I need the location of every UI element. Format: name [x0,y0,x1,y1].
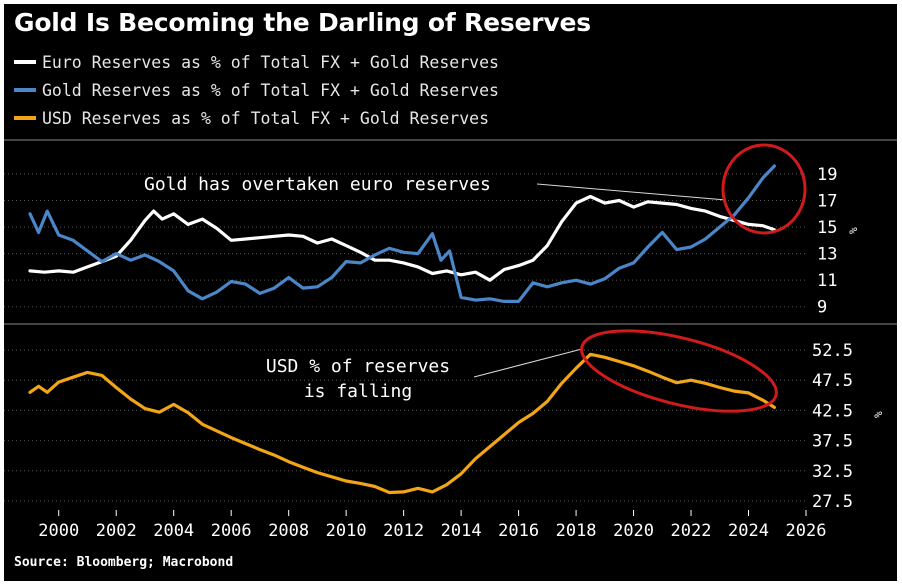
bottom-series [28,352,776,495]
legend-label-gold: Gold Reserves as % of Total FX + Gold Re… [42,80,499,100]
y-tick-label: 47.5 [812,371,853,391]
annotation-pointer-top [536,183,727,201]
annotation-bottom-text-line2: is falling [304,381,412,402]
x-tick-label: 2016 [498,521,539,541]
x-tick-label: 2014 [441,521,482,541]
bottom-ticks: 27.5 32.5 37.5 42.5 47.5 52.5 [812,341,853,512]
legend-swatch-euro [14,60,36,64]
top-unit-label: % [847,227,860,234]
highlight-ring-bottom [580,329,778,413]
legend-item-usd: USD Reserves as % of Total FX + Gold Res… [14,107,489,129]
y-tick-label: 17 [817,191,837,211]
top-ticks: 9 11 13 15 17 19 [817,165,837,318]
annotation-bottom-text-line1: USD % of reserves [266,356,450,377]
annotation-top-text: Gold has overtaken euro reserves [144,174,491,195]
bottom-unit-label: % [872,411,885,418]
top-series [28,164,776,303]
y-tick-label: 37.5 [812,432,853,452]
x-tick-label: 2004 [153,521,194,541]
chart-frame: Gold Is Becoming the Darling of Reserves… [4,4,897,581]
annotation-pointer-bottom [473,348,583,378]
y-tick-label: 13 [817,245,837,265]
x-tick-label: 2020 [613,521,654,541]
y-tick-label: 9 [817,298,827,318]
x-tick-label: 2026 [786,521,827,541]
x-tick-label: 2022 [671,521,712,541]
legend-label-euro: Euro Reserves as % of Total FX + Gold Re… [42,52,499,72]
source-note: Source: Bloomberg; Macrobond [14,555,234,570]
y-tick-label: 52.5 [812,341,853,361]
legend-item-euro: Euro Reserves as % of Total FX + Gold Re… [14,51,499,73]
series-line-1-0 [28,352,776,495]
x-tick-label: 2010 [326,521,367,541]
chart-svg: 9 11 13 15 17 19 27.5 32.5 37.5 42.5 47.5 52.5 200… [4,139,897,541]
legend-item-gold: Gold Reserves as % of Total FX + Gold Re… [14,79,499,101]
highlight-ring-top [721,143,807,235]
legend-label-usd: USD Reserves as % of Total FX + Gold Res… [42,108,490,128]
series-line-0-0 [28,194,776,282]
legend-swatch-gold [14,88,36,92]
y-tick-label: 11 [817,271,837,291]
y-tick-label: 32.5 [812,462,853,482]
x-ticks: 2000 2002 2004 2006 2008 2010 2012 2014 2016 2018… [38,510,826,541]
y-tick-label: 15 [817,218,837,238]
x-tick-label: 2024 [728,521,769,541]
x-tick-label: 2000 [38,521,79,541]
series-line-0-1 [28,164,776,303]
x-tick-label: 2002 [96,521,137,541]
x-tick-label: 2006 [211,521,252,541]
chart-title: Gold Is Becoming the Darling of Reserves [14,8,591,37]
y-tick-label: 42.5 [812,401,853,421]
x-tick-label: 2018 [556,521,597,541]
x-tick-label: 2012 [383,521,424,541]
x-tick-label: 2008 [268,521,309,541]
y-tick-label: 19 [817,165,837,185]
legend-swatch-usd [14,116,36,120]
y-tick-label: 27.5 [812,492,853,512]
